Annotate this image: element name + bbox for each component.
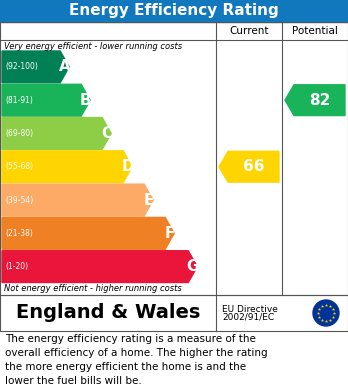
Polygon shape [2, 251, 197, 283]
Text: Very energy efficient - lower running costs: Very energy efficient - lower running co… [4, 42, 182, 51]
Bar [0, 0, 348, 22]
Text: C: C [101, 126, 112, 141]
Text: G: G [187, 259, 199, 274]
Polygon shape [2, 151, 132, 183]
Text: D: D [121, 159, 134, 174]
Polygon shape [219, 151, 279, 182]
Text: (39-54): (39-54) [5, 196, 33, 204]
Text: (81-91): (81-91) [5, 96, 33, 105]
Text: 66: 66 [243, 159, 264, 174]
Text: A: A [59, 59, 71, 74]
Polygon shape [285, 85, 345, 116]
Text: Current: Current [229, 26, 269, 36]
Bar [0, 295, 348, 331]
Polygon shape [2, 84, 90, 116]
Polygon shape [2, 217, 174, 249]
Text: F: F [165, 226, 175, 241]
Text: (69-80): (69-80) [5, 129, 33, 138]
Circle shape [313, 300, 339, 326]
Polygon shape [2, 118, 111, 149]
Text: England & Wales: England & Wales [16, 303, 200, 323]
Polygon shape [2, 184, 153, 216]
Text: (55-68): (55-68) [5, 162, 33, 171]
Text: (21-38): (21-38) [5, 229, 33, 238]
Text: B: B [80, 93, 92, 108]
Text: (1-20): (1-20) [5, 262, 28, 271]
Bar [0, 22, 348, 295]
Text: E: E [143, 192, 154, 208]
Text: EU Directive: EU Directive [222, 305, 278, 314]
Text: Energy Efficiency Rating: Energy Efficiency Rating [69, 4, 279, 18]
Polygon shape [2, 51, 69, 83]
Text: The energy efficiency rating is a measure of the
overall efficiency of a home. T: The energy efficiency rating is a measur… [5, 334, 268, 386]
Text: Not energy efficient - higher running costs: Not energy efficient - higher running co… [4, 284, 182, 293]
Text: (92-100): (92-100) [5, 63, 38, 72]
Text: 82: 82 [309, 93, 330, 108]
Text: 2002/91/EC: 2002/91/EC [222, 312, 274, 321]
Text: Potential: Potential [292, 26, 338, 36]
